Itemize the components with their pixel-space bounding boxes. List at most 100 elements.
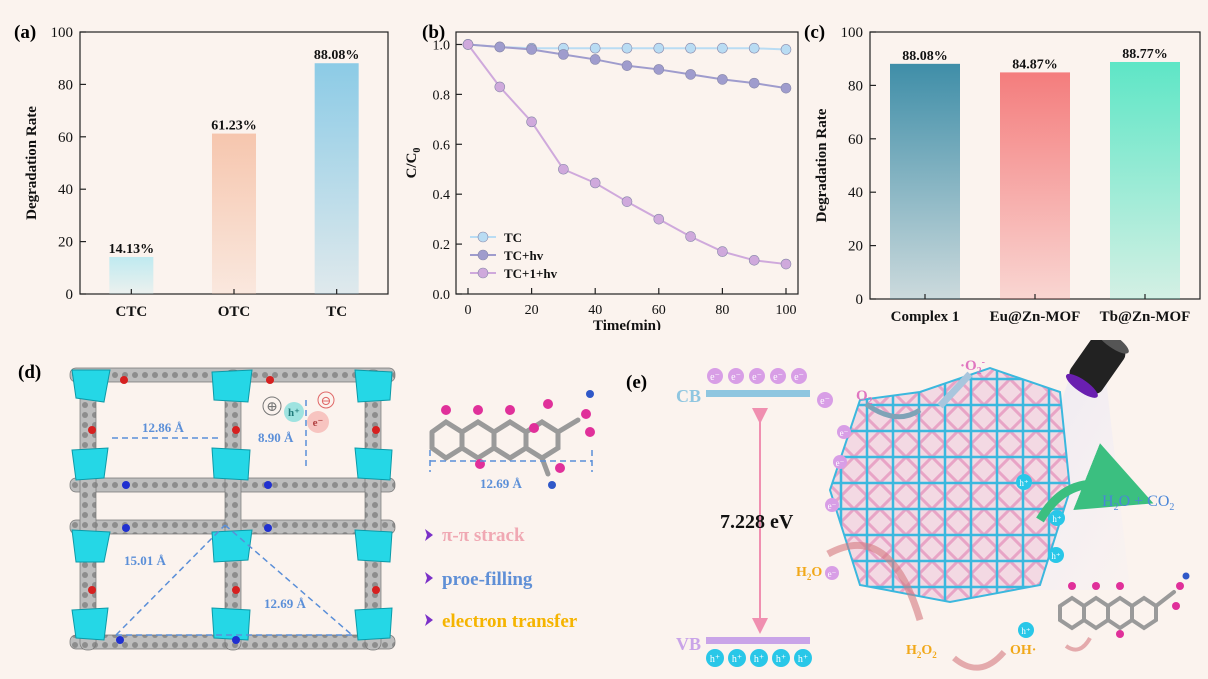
tetracycline-small-n [1182,572,1190,580]
b-legend-label: TC [504,230,522,245]
electron-particle: e⁻ [825,566,839,580]
svg-text:e⁻: e⁻ [773,372,783,383]
o2-label: O2 [856,388,873,407]
tetracycline-small-atoms [1068,582,1184,638]
svg-text:h⁺: h⁺ [798,654,808,665]
a-value-label: 14.13% [109,242,155,257]
b-series-point [494,41,506,53]
b-xtick-label: 60 [652,303,666,318]
hole-particle: h⁺ [1049,510,1065,526]
b-series-point [685,42,696,54]
c-category-label: Complex 1 [891,309,960,325]
svg-text:h⁺: h⁺ [710,654,720,665]
c-value-label: 88.08% [902,49,948,64]
b-series-point [748,42,760,54]
products-label: H2O + CO2 [1102,493,1174,513]
b-ytick-label: 0.4 [433,188,451,203]
b-series-point [621,60,633,71]
a-category-label: CTC [115,304,147,320]
b-series-point [558,49,569,60]
cb-label: CB [676,386,701,406]
superoxide-label: ·O2- [960,357,985,377]
oh-radical-label: OH· [1010,643,1036,658]
b-ytick-label: 0.6 [433,138,451,153]
band-gap-value: 7.228 eV [720,511,794,533]
mof-electrons: e⁻ e⁻ e⁻ e⁻ [825,425,851,580]
b-series-point [589,42,601,54]
svg-text:e⁻: e⁻ [820,396,830,407]
a-ytick-label: 60 [58,130,73,146]
svg-text:e⁻: e⁻ [840,428,849,438]
line-chart-b: (b) 0.0 0.2 0.4 0.6 0.8 1.0 0 20 40 60 80 100 Time(m… [404,22,799,334]
a-category-label: TC [326,304,347,320]
c-bar [1000,72,1070,300]
dim-8-90: 8.90 Å [258,430,294,445]
hole-particle: h⁺ [1048,547,1064,563]
mechanism-diagram: (e) CB VB 7.228 eV e⁻ e⁻ e⁻ e⁻ e⁻ e⁻ h⁺ … [626,329,1190,671]
b-xtick-label: 20 [525,303,539,318]
electrons-cb: e⁻ e⁻ e⁻ e⁻ e⁻ e⁻ [707,368,833,408]
svg-text:e⁻: e⁻ [828,569,837,579]
b-series-point [462,39,474,50]
hole-particle: h⁺ [728,649,746,667]
c-ytick-label: 0 [856,292,864,308]
b-series-point [621,196,633,207]
svg-text:e⁻: e⁻ [836,458,845,468]
c-value-label: 84.87% [1012,57,1058,72]
panel-label-e: (e) [626,372,647,393]
hole-particle: h⁺ [1016,474,1032,490]
b-legend-marker [477,249,489,261]
mof-particle [828,366,1072,604]
svg-text:e⁻: e⁻ [794,372,804,383]
panel-b: (b) 0.0 0.2 0.4 0.6 0.8 1.0 0 20 40 60 80 100 Time(m… [400,0,805,334]
b-series-point [685,231,696,242]
b-frame [455,31,799,295]
molecule-dimension [429,450,593,472]
electron-particle: e⁻ [837,425,851,439]
minus-charge-symbol: ⊖ [321,393,332,408]
heteroatoms [88,376,380,644]
a-ytick-label: 0 [66,287,74,303]
superoxide-arrow [937,371,973,409]
c-bar [1110,61,1180,299]
b-xtick-label: 80 [715,303,729,318]
c-ytick-label: 80 [848,78,863,94]
b-legend-marker [477,231,489,243]
a-ytick-label: 80 [58,77,73,93]
dim-12-69-molecule: 12.69 Å [480,476,523,491]
b-series-point [494,81,506,93]
b-series-point [589,54,601,65]
svg-text:h⁺: h⁺ [732,654,742,665]
h2o-label: H2O [796,565,822,582]
b-series-point [558,163,569,175]
electron-particle: e⁻ [770,368,786,384]
b-ytick-label: 0.2 [433,238,451,253]
electron-icon [307,411,329,433]
c-ytick-label: 20 [848,239,863,255]
note-pore-filling-text: proe-filling [442,569,533,590]
panel-label-b: (b) [422,22,445,43]
vb-band [706,637,810,644]
metal-polyhedra [71,369,393,641]
hole-particle: h⁺ [706,649,724,667]
hole-label: h⁺ [288,407,300,419]
panel-label-c: (c) [804,22,825,43]
hole-icon [284,402,304,422]
b-series-point [748,77,760,89]
b-series-point [621,42,633,54]
bar-chart-a: (a) 0 20 40 60 80 100 14.13% CTC 61.23% OTC 88.08%… [14,22,389,320]
b-series-point [717,246,728,257]
electron-particle: e⁻ [749,368,765,384]
plus-charge-icon [262,396,282,416]
h2o2-label: H2O2 [906,643,937,660]
o2-arrow [864,401,922,420]
tetracycline-small [1058,590,1176,631]
electron-particle: e⁻ [817,392,833,408]
svg-text:h⁺: h⁺ [1051,551,1061,561]
b-series-point [653,64,665,75]
panel-label-a: (a) [14,22,36,43]
a-ytick-label: 100 [51,25,74,41]
holes-vb: h⁺ h⁺ h⁺ h⁺ h⁺ [706,649,812,667]
a-ytick-label: 40 [58,182,73,198]
b-legend-label: TC+hv [504,248,544,263]
